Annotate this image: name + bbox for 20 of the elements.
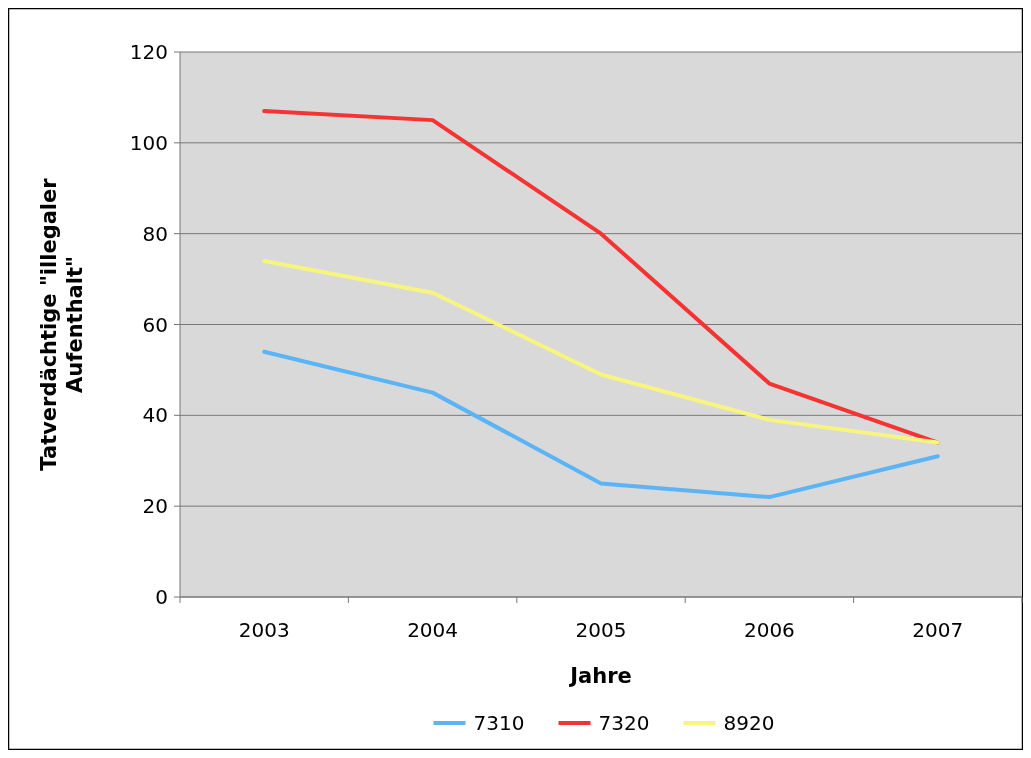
- legend-label: 7310: [473, 711, 525, 735]
- x-axis-title: Jahre: [568, 664, 632, 688]
- y-tick-label: 20: [142, 494, 168, 519]
- x-tick-label: 2004: [407, 618, 459, 642]
- line-series: [262, 349, 940, 500]
- legend-label: 8920: [723, 711, 775, 735]
- x-tick-label: 2003: [238, 618, 290, 642]
- x-tick-label: 2005: [575, 618, 627, 642]
- y-tick-label: 80: [142, 221, 168, 246]
- y-tick-label: 0: [155, 585, 168, 609]
- line-series: [262, 258, 940, 445]
- y-tick-label: 100: [129, 130, 168, 155]
- x-tick-label: 2007: [912, 618, 964, 642]
- y-axis-title: Tatverdächtige "illegaler Aufenthalt": [37, 177, 87, 471]
- x-tick-label: 2006: [743, 618, 795, 642]
- y-tick-label: 40: [142, 403, 168, 428]
- line-series: [262, 109, 940, 445]
- legend-label: 7320: [598, 711, 650, 735]
- y-tick-label: 60: [142, 312, 168, 337]
- y-tick-label: 120: [129, 40, 168, 64]
